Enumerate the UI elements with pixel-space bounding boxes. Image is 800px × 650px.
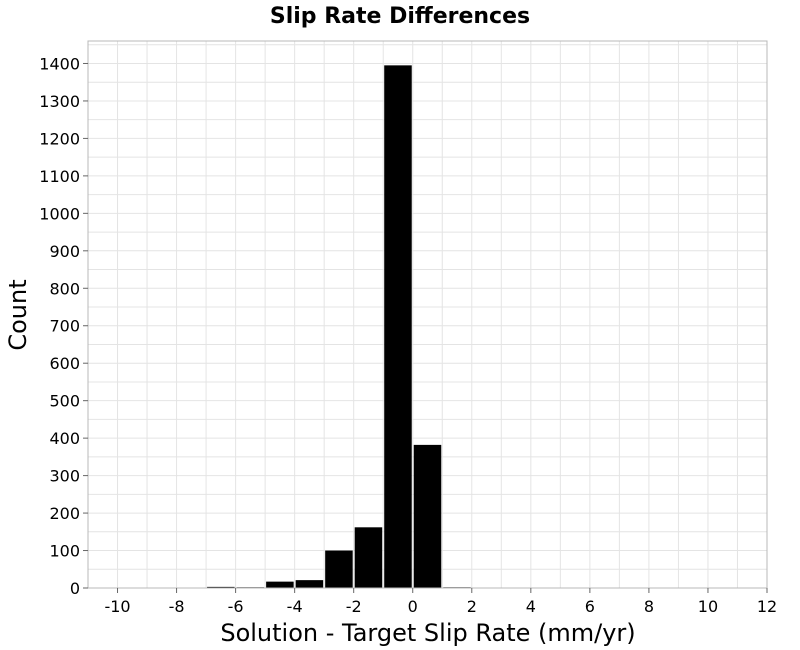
y-axis-label: Count <box>4 279 32 350</box>
histogram-bar <box>325 550 353 588</box>
chart-title: Slip Rate Differences <box>270 4 530 29</box>
y-tick-label: 900 <box>49 242 80 261</box>
y-tick-label: 1400 <box>39 54 80 73</box>
x-tick-label: -4 <box>287 597 303 616</box>
x-tick-label: -2 <box>346 597 362 616</box>
x-axis-label: Solution - Target Slip Rate (mm/yr) <box>220 619 635 647</box>
histogram-bar <box>384 65 412 589</box>
x-tick-label: 8 <box>644 597 654 616</box>
x-tick-label: -6 <box>228 597 244 616</box>
x-tick-label: 0 <box>408 597 418 616</box>
y-tick-label: 1100 <box>39 167 80 186</box>
y-tick-label: 200 <box>49 504 80 523</box>
bars <box>177 65 471 589</box>
x-tick-label: 2 <box>467 597 477 616</box>
y-tick-label: 400 <box>49 429 80 448</box>
x-tick-label: 10 <box>698 597 718 616</box>
histogram-bar <box>207 586 235 588</box>
histogram-bar <box>354 527 383 588</box>
x-tick-label: 6 <box>585 597 595 616</box>
plot-frame <box>87 40 768 589</box>
y-tick-label: 600 <box>49 354 80 373</box>
histogram-bar <box>295 580 324 588</box>
y-tick-label: 1000 <box>39 204 80 223</box>
y-tick-label: 1300 <box>39 92 80 111</box>
x-tick-label: -8 <box>169 597 185 616</box>
y-tick-label: 700 <box>49 317 80 336</box>
y-axis-ticks: 0 100 200 300 400 500 600 700 800 900 1000 1100 1200… <box>39 54 88 598</box>
y-tick-label: 500 <box>49 392 80 411</box>
histogram-bar <box>266 581 294 588</box>
y-tick-label: 100 <box>49 542 80 561</box>
y-tick-label: 0 <box>70 579 80 598</box>
x-tick-label: 12 <box>757 597 777 616</box>
x-tick-label: 4 <box>526 597 536 616</box>
x-axis-ticks: -10 -8 -6 -4 -2 0 2 4 6 8 10 12 <box>104 588 777 616</box>
y-tick-label: 800 <box>49 279 80 298</box>
y-tick-label: 1200 <box>39 129 80 148</box>
histogram-bar <box>413 444 442 588</box>
x-tick-label: -10 <box>104 597 130 616</box>
y-tick-label: 300 <box>49 467 80 486</box>
